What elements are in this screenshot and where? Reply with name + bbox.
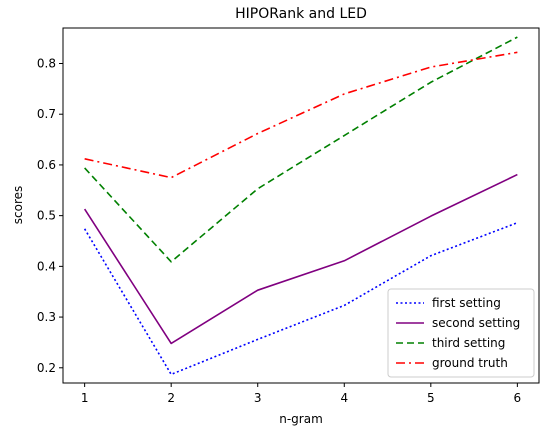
x-tick-label: 5: [427, 391, 435, 405]
y-tick-label: 0.2: [37, 361, 56, 375]
y-tick-label: 0.8: [37, 57, 56, 71]
x-axis-label: n-gram: [279, 412, 323, 426]
series-layer: [83, 36, 518, 376]
x-tick-label: 2: [167, 391, 175, 405]
legend: first setting second setting third setting…: [387, 288, 535, 378]
y-tick-label: 0.5: [37, 209, 56, 223]
y-tick-label: 0.4: [37, 259, 56, 273]
y-axis-label: scores: [11, 186, 25, 225]
legend-label: ground truth: [432, 356, 508, 370]
x-tick-label: 4: [340, 391, 348, 405]
series-line-4: [84, 51, 518, 179]
series-line-3: [84, 36, 518, 263]
x-tick-label: 3: [254, 391, 262, 405]
y-tick-label: 0.3: [37, 310, 56, 324]
y-tick-label: 0.7: [37, 107, 56, 121]
series-line-2: [83, 173, 518, 345]
y-tick-label: 0.6: [37, 158, 56, 172]
legend-label: third setting: [432, 336, 505, 350]
chart-title: HIPORank and LED: [235, 6, 367, 22]
x-tick-label: 1: [81, 391, 89, 405]
x-tick-label: 6: [514, 391, 522, 405]
legend-label: first setting: [432, 296, 501, 310]
plot-frame: [62, 27, 540, 384]
series-line-1: [83, 221, 518, 376]
legend-box: [387, 288, 535, 378]
x-axis: 1 2 3 4 5 6: [81, 383, 521, 405]
legend-label: second setting: [432, 316, 520, 330]
y-axis: 0.2 0.3 0.4 0.5 0.6 0.7 0.8: [37, 57, 63, 375]
